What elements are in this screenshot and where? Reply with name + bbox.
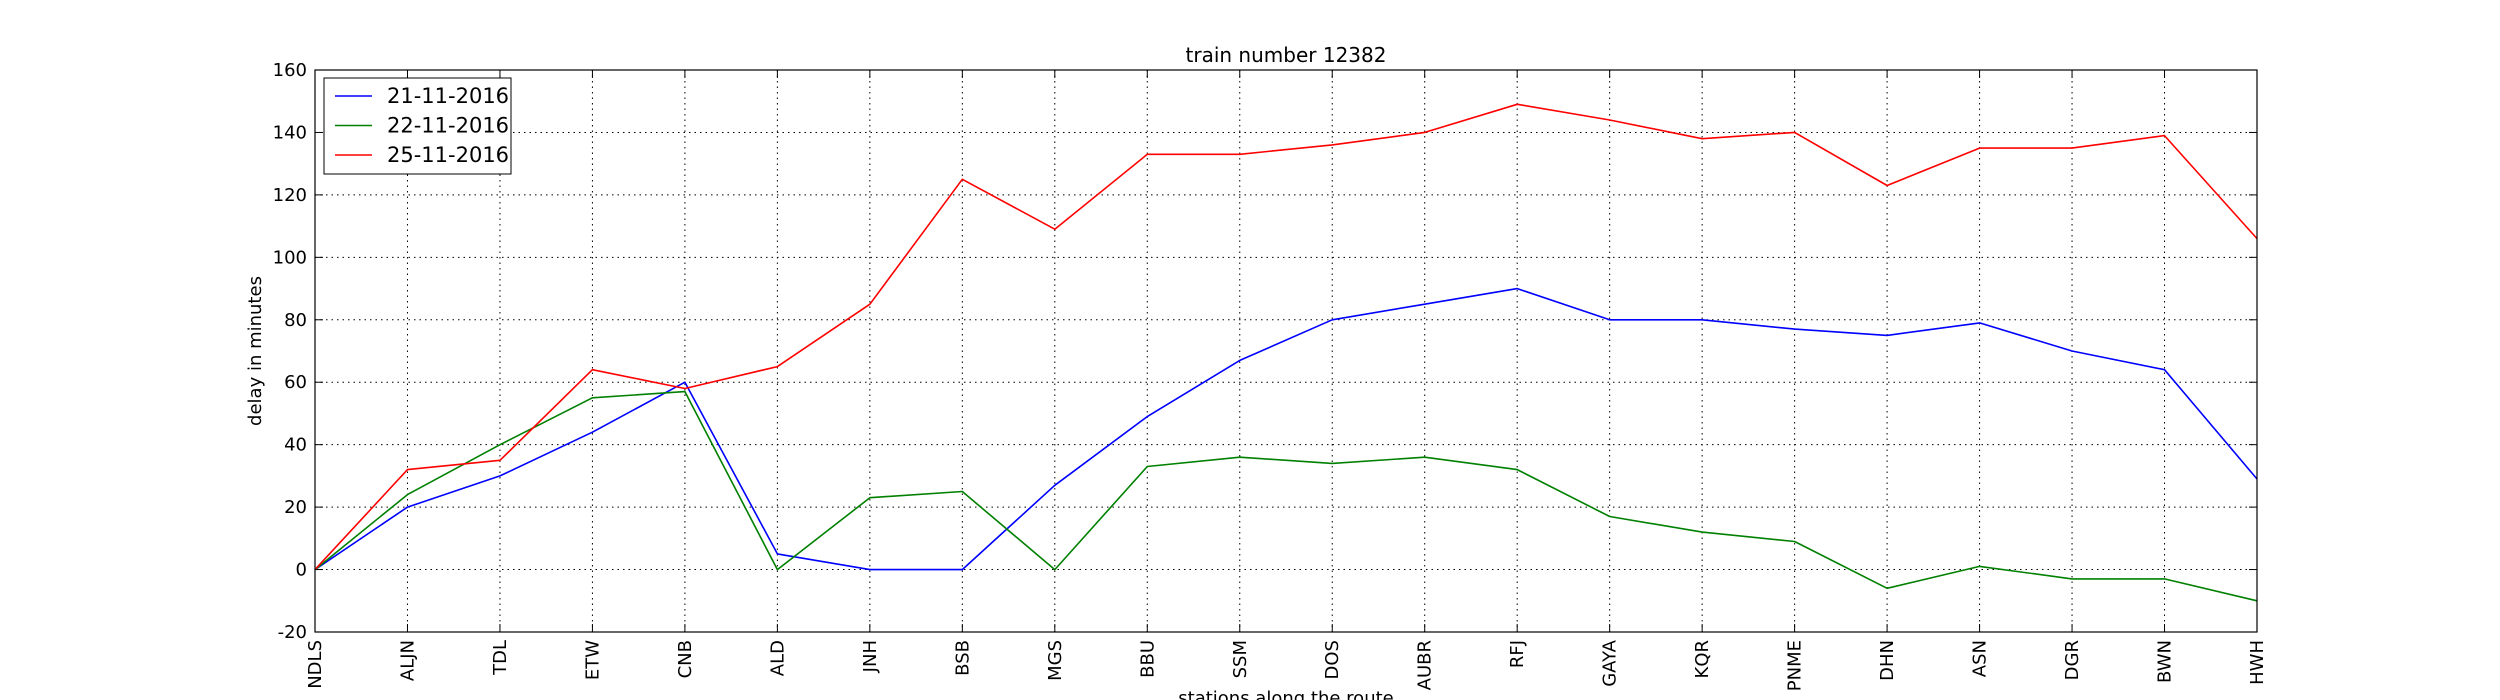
x-tick-label: GAYA (1600, 639, 1621, 686)
legend-label: 22-11-2016 (387, 114, 509, 138)
y-tick-label: 100 (273, 247, 307, 268)
plot-border (314, 69, 2258, 633)
x-tick-label: AUBR (1415, 640, 1436, 690)
y-tick-label: 0 (296, 560, 307, 581)
series-line-25-11-2016 (314, 103, 2258, 571)
y-axis-ticks: -20 0 20 40 60 80 100 120 140 160 (273, 60, 2257, 643)
y-tick-label: 60 (284, 372, 307, 393)
x-tick-label: SSM (1230, 640, 1251, 678)
y-tick-label: 120 (273, 185, 307, 206)
x-tick-label: KQR (1692, 640, 1713, 678)
x-tick-label: BSB (952, 640, 973, 676)
x-tick-label: NDLS (305, 640, 326, 689)
legend-label: 25-11-2016 (387, 143, 509, 167)
x-tick-label: CNB (675, 640, 696, 678)
legend: 21-11-2016 22-11-2016 25-11-2016 (323, 77, 512, 175)
y-tick-label: -20 (278, 622, 307, 643)
series-line-22-11-2016 (314, 390, 2258, 602)
x-tick-label: BBU (1137, 640, 1158, 678)
y-tick-label: 160 (273, 60, 307, 81)
x-tick-label: DGR (2062, 640, 2083, 680)
x-tick-label: BWN (2155, 640, 2176, 683)
x-axis-label: stations along the route (1178, 688, 1393, 700)
x-tick-label: ETW (582, 640, 603, 680)
series-layer (314, 103, 2258, 602)
plot-frame (315, 70, 2257, 632)
legend-label: 21-11-2016 (387, 84, 509, 108)
x-axis-ticks: NDLS ALJN TDL ETW CNB ALD JNH BSB MGS BBU SSM DOS AU… (305, 70, 2268, 691)
x-tick-label: ASN (1970, 640, 1991, 677)
x-tick-label: MGS (1045, 640, 1066, 681)
x-tick-label: DOS (1322, 640, 1343, 679)
series-line-21-11-2016 (314, 287, 2258, 571)
y-tick-label: 20 (284, 497, 307, 518)
x-tick-label: JNH (860, 640, 881, 673)
x-tick-label: PNME (1785, 640, 1806, 691)
y-axis-label: delay in minutes (245, 276, 266, 426)
x-tick-label: TDL (490, 640, 511, 676)
x-tick-label: ALJN (397, 640, 418, 681)
grid-lines (315, 70, 2257, 632)
chart-title: train number 12382 (1186, 43, 1387, 67)
y-tick-label: 80 (284, 310, 307, 331)
x-tick-label: ALD (767, 640, 788, 676)
x-tick-label: HWH (2247, 640, 2268, 685)
x-tick-label: RFJ (1507, 640, 1528, 668)
y-tick-label: 40 (284, 435, 307, 456)
x-tick-label: DHN (1877, 640, 1898, 681)
y-tick-label: 140 (273, 122, 307, 143)
